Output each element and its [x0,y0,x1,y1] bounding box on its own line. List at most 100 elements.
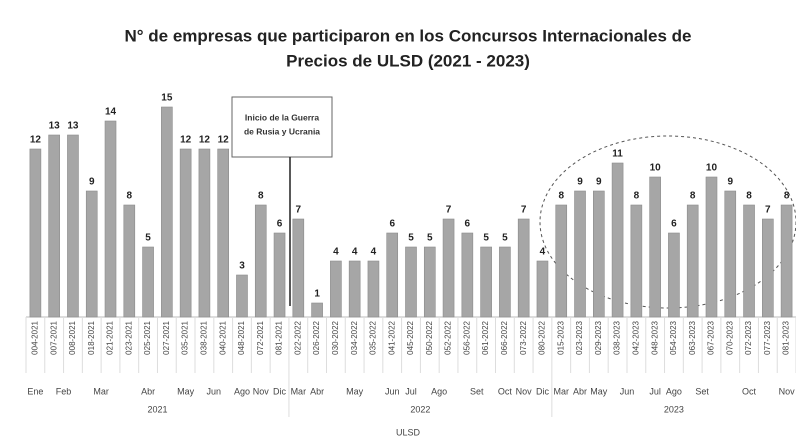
data-label: 8 [634,191,640,202]
data-label: 8 [690,191,696,202]
bar [348,260,361,318]
x-tick-label: 070-2023 [725,320,734,354]
month-label: Jun [620,386,635,396]
x-tick-label: 061-2022 [481,320,490,354]
bar [480,246,492,318]
data-label: 6 [389,219,395,230]
data-label: 13 [49,121,61,132]
data-label: 8 [127,191,133,202]
month-label: Abr [573,386,587,396]
data-label: 15 [161,93,173,104]
x-tick-label: 080-2022 [538,320,547,354]
data-label: 4 [371,247,377,258]
data-label: 12 [30,135,42,146]
bar [29,148,42,318]
data-label: 4 [540,247,546,258]
bar [555,204,568,318]
bar [574,190,586,318]
data-label: 7 [765,205,771,216]
data-label: 7 [446,205,452,216]
bar [686,204,699,318]
data-label: 4 [333,247,339,258]
data-label: 5 [408,233,414,244]
annotation-box [231,96,333,158]
month-label: Set [695,386,709,396]
x-tick-label: 041-2022 [387,320,396,354]
month-label: Set [470,386,484,396]
bar [593,190,605,318]
bar [236,274,248,318]
data-label: 14 [105,107,117,118]
data-label: 10 [706,163,718,174]
year-label: 2022 [410,404,430,414]
bar [386,232,399,318]
month-label: Jun [207,386,222,396]
month-label: Oct [498,386,513,396]
data-label: 8 [258,191,264,202]
data-label: 7 [296,205,302,216]
bar [85,190,98,318]
month-label: Nov [516,386,533,396]
data-label: 4 [352,247,358,258]
bar [104,120,117,318]
month-label: Ene [27,386,43,396]
x-tick-label: 021-2021 [106,320,115,354]
month-label: Jul [649,386,661,396]
bar [611,162,624,318]
x-tick-label: 034-2022 [350,320,359,354]
month-label: Dic [536,386,549,396]
month-label: Abr [141,386,155,396]
data-label: 6 [465,219,471,230]
bar [311,302,323,318]
x-tick-label: 045-2022 [406,320,415,354]
bar [292,218,305,318]
bar [461,232,474,318]
data-label: 9 [89,177,95,188]
month-label: May [177,386,195,396]
month-label: Dic [273,386,286,396]
annotation: de Rusia y Ucrania [244,126,320,136]
x-tick-label: 048-2021 [237,320,246,354]
x-tick-label: 067-2023 [707,320,716,354]
x-tick-label: 077-2023 [763,320,772,354]
x-tick-label: 052-2022 [444,320,453,354]
data-label: 5 [427,233,433,244]
data-label: 5 [502,233,508,244]
x-tick-label: 035-2022 [369,320,378,354]
month-label: Ago [431,386,447,396]
data-label: 6 [277,219,283,230]
x-tick-label: 025-2021 [143,320,152,354]
bar [743,204,755,318]
x-tick-label: 050-2022 [425,320,434,354]
bar [142,246,154,318]
month-label: Mar [291,386,307,396]
x-tick-label: 072-2021 [256,320,265,354]
bar [161,106,173,318]
x-tick-label: 007-2021 [49,320,58,354]
bar [48,134,60,318]
bar [405,246,417,318]
month-label: May [346,386,364,396]
data-label: 8 [784,191,790,202]
data-label: 1 [314,289,320,300]
bar [762,218,774,318]
bar [217,148,229,318]
x-tick-label: 035-2021 [181,320,190,354]
data-label: 7 [521,205,527,216]
x-tick-label: 008-2021 [68,320,77,354]
data-label: 9 [577,177,583,188]
x-tick-label: 054-2023 [669,320,678,354]
data-label: 12 [199,135,211,146]
bar [330,260,342,318]
bar [423,246,436,318]
year-label: 2021 [147,404,167,414]
x-tick-label: 022-2022 [293,320,302,354]
highlight-ellipse [539,135,796,309]
x-tick-label: 038-2021 [200,320,209,354]
bar [517,218,530,318]
month-label: Ago [234,386,250,396]
x-axis-label: ULSD [396,427,421,437]
data-label: 5 [483,233,489,244]
x-tick-label: 023-2023 [575,320,584,354]
